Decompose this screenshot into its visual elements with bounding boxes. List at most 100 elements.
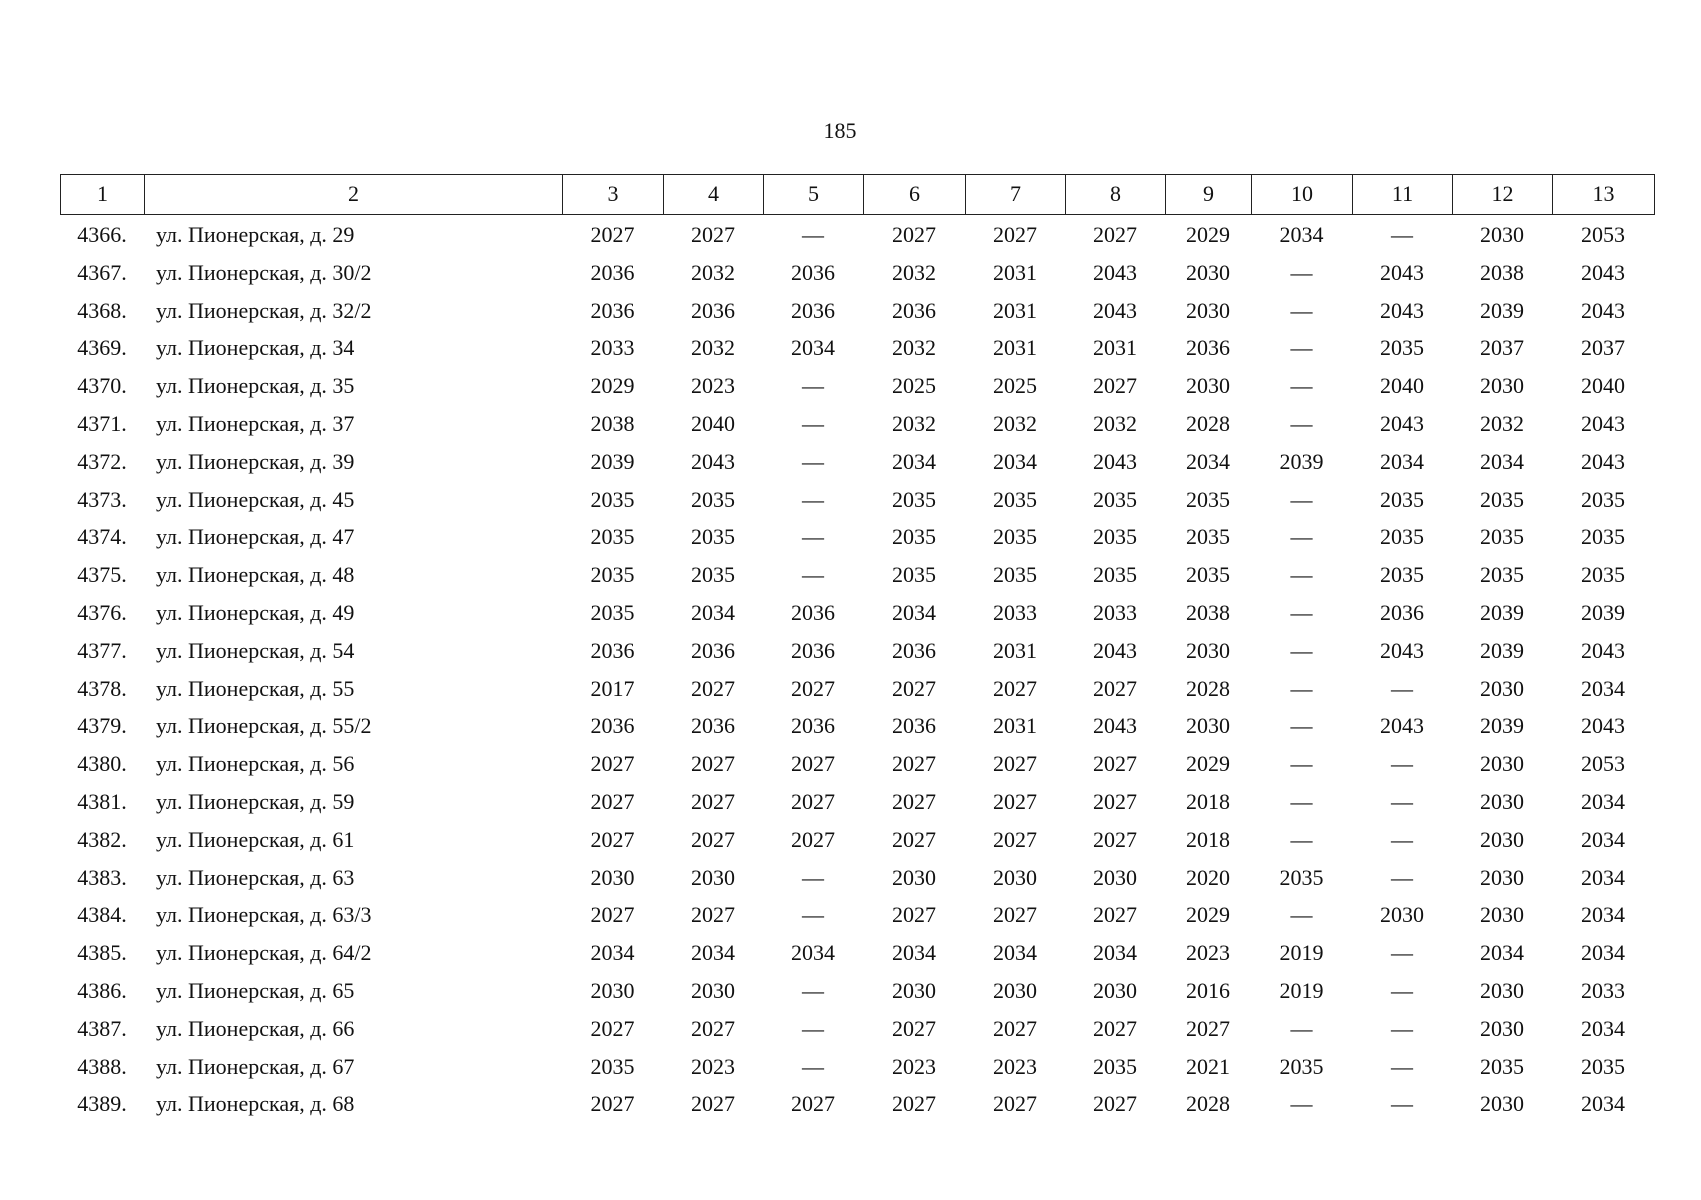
year-cell: — — [1290, 637, 1313, 663]
year-cell: 2039 — [1581, 600, 1625, 625]
year-cell: 2035 — [1380, 335, 1424, 361]
year-cell: 2027 — [892, 789, 936, 814]
year-cell: — — [802, 1015, 824, 1041]
year-cell: 2035 — [590, 1053, 635, 1079]
year-cell: 2043 — [1581, 448, 1625, 474]
year-cell: 2027 — [691, 675, 735, 701]
year-cell: — — [802, 864, 824, 890]
year-cell: 2027 — [590, 222, 635, 247]
year-cell: 2027 — [1093, 902, 1137, 928]
year-cell: 2027 — [892, 902, 936, 928]
year-cell: 2035 — [892, 524, 936, 550]
year-cell: 2019 — [1279, 978, 1324, 1003]
year-cell: — — [1391, 1091, 1413, 1117]
year-cell: — — [1290, 373, 1313, 399]
year-cell: 2035 — [1093, 524, 1137, 550]
year-cell: 2027 — [1093, 826, 1137, 852]
year-cell: 2035 — [892, 562, 936, 588]
year-cell: 2035 — [1279, 864, 1324, 890]
row-number: 4368. — [77, 297, 127, 323]
year-cell: 2035 — [1380, 562, 1424, 588]
year-cell: 2043 — [1581, 637, 1625, 663]
row-number: 4380. — [77, 751, 127, 777]
year-cell: 2030 — [1480, 864, 1524, 890]
year-cell: 2032 — [1093, 411, 1137, 436]
year-cell: 2027 — [993, 902, 1037, 928]
header-cell: 1 — [60, 174, 145, 215]
year-cell: 2035 — [1581, 524, 1625, 550]
year-cell: 2018 — [1186, 789, 1230, 814]
header-cell: 6 — [863, 174, 966, 215]
year-cell: 2035 — [1186, 524, 1230, 550]
year-cell: 2034 — [892, 448, 936, 474]
year-cell: — — [802, 524, 824, 550]
row-number: 4366. — [77, 222, 127, 247]
year-cell: — — [1391, 826, 1413, 852]
year-cell: 2034 — [791, 940, 835, 966]
year-cell: 2033 — [1581, 978, 1625, 1003]
year-cell: 2043 — [1093, 713, 1137, 739]
row-number: 4381. — [77, 789, 127, 814]
year-cell: 2043 — [1581, 411, 1625, 436]
year-cell: 2034 — [1581, 675, 1625, 701]
year-cell: 2035 — [1093, 1053, 1137, 1079]
year-cell: 2030 — [1186, 259, 1230, 285]
year-cell: 2035 — [691, 524, 735, 550]
address: ул. Пионерская, д. 55/2 — [156, 713, 372, 739]
year-cell: 2030 — [892, 978, 936, 1003]
year-cell: 2030 — [1093, 864, 1137, 890]
year-cell: 2034 — [1581, 940, 1625, 966]
address: ул. Пионерская, д. 49 — [156, 600, 355, 625]
row-number: 4388. — [77, 1053, 127, 1079]
year-cell: 2043 — [1380, 297, 1424, 323]
address: ул. Пионерская, д. 48 — [156, 562, 355, 588]
year-cell: 2027 — [993, 1091, 1037, 1117]
year-cell: 2029 — [590, 373, 635, 399]
year-cell: 2035 — [1480, 562, 1524, 588]
address: ул. Пионерская, д. 65 — [156, 978, 355, 1003]
year-cell: 2039 — [1480, 297, 1524, 323]
year-cell: 2027 — [993, 675, 1037, 701]
year-cell: 2027 — [691, 789, 735, 814]
year-cell: — — [1290, 486, 1313, 512]
year-cell: 2016 — [1186, 978, 1230, 1003]
year-cell: 2034 — [1279, 222, 1324, 247]
address: ул. Пионерская, д. 55 — [156, 675, 355, 701]
year-cell: 2030 — [993, 864, 1037, 890]
year-cell: 2035 — [993, 524, 1037, 550]
header-cell: 2 — [144, 174, 563, 215]
year-cell: 2035 — [1480, 486, 1524, 512]
year-cell: 2035 — [1380, 524, 1424, 550]
year-cell: 2028 — [1186, 1091, 1230, 1117]
year-cell: 2036 — [892, 637, 936, 663]
header-cell: 10 — [1251, 174, 1353, 215]
year-cell: 2035 — [892, 486, 936, 512]
address: ул. Пионерская, д. 29 — [156, 222, 355, 247]
year-cell: 2043 — [1581, 259, 1625, 285]
address: ул. Пионерская, д. 68 — [156, 1091, 355, 1117]
year-cell: 2030 — [1480, 222, 1524, 247]
year-cell: 2027 — [1093, 373, 1137, 399]
year-cell: 2032 — [691, 335, 735, 361]
year-cell: 2038 — [590, 411, 635, 436]
year-cell: — — [1391, 1015, 1413, 1041]
year-cell: 2038 — [1480, 259, 1524, 285]
year-cell: — — [1391, 222, 1413, 247]
year-cell: 2043 — [1380, 713, 1424, 739]
address: ул. Пионерская, д. 56 — [156, 751, 355, 777]
year-cell: 2035 — [993, 486, 1037, 512]
row-number: 4386. — [77, 978, 127, 1003]
year-cell: 2034 — [993, 940, 1037, 966]
year-cell: — — [802, 1053, 824, 1079]
address: ул. Пионерская, д. 63 — [156, 864, 355, 890]
year-cell: 2030 — [1480, 978, 1524, 1003]
year-cell: 2028 — [1186, 411, 1230, 436]
year-cell: 2032 — [892, 259, 936, 285]
year-cell: 2027 — [590, 751, 635, 777]
year-cell: — — [802, 978, 824, 1003]
year-cell: 2034 — [1093, 940, 1137, 966]
year-cell: 2027 — [590, 826, 635, 852]
year-cell: 2053 — [1581, 751, 1625, 777]
year-cell: 2027 — [791, 789, 835, 814]
year-cell: 2043 — [691, 448, 735, 474]
